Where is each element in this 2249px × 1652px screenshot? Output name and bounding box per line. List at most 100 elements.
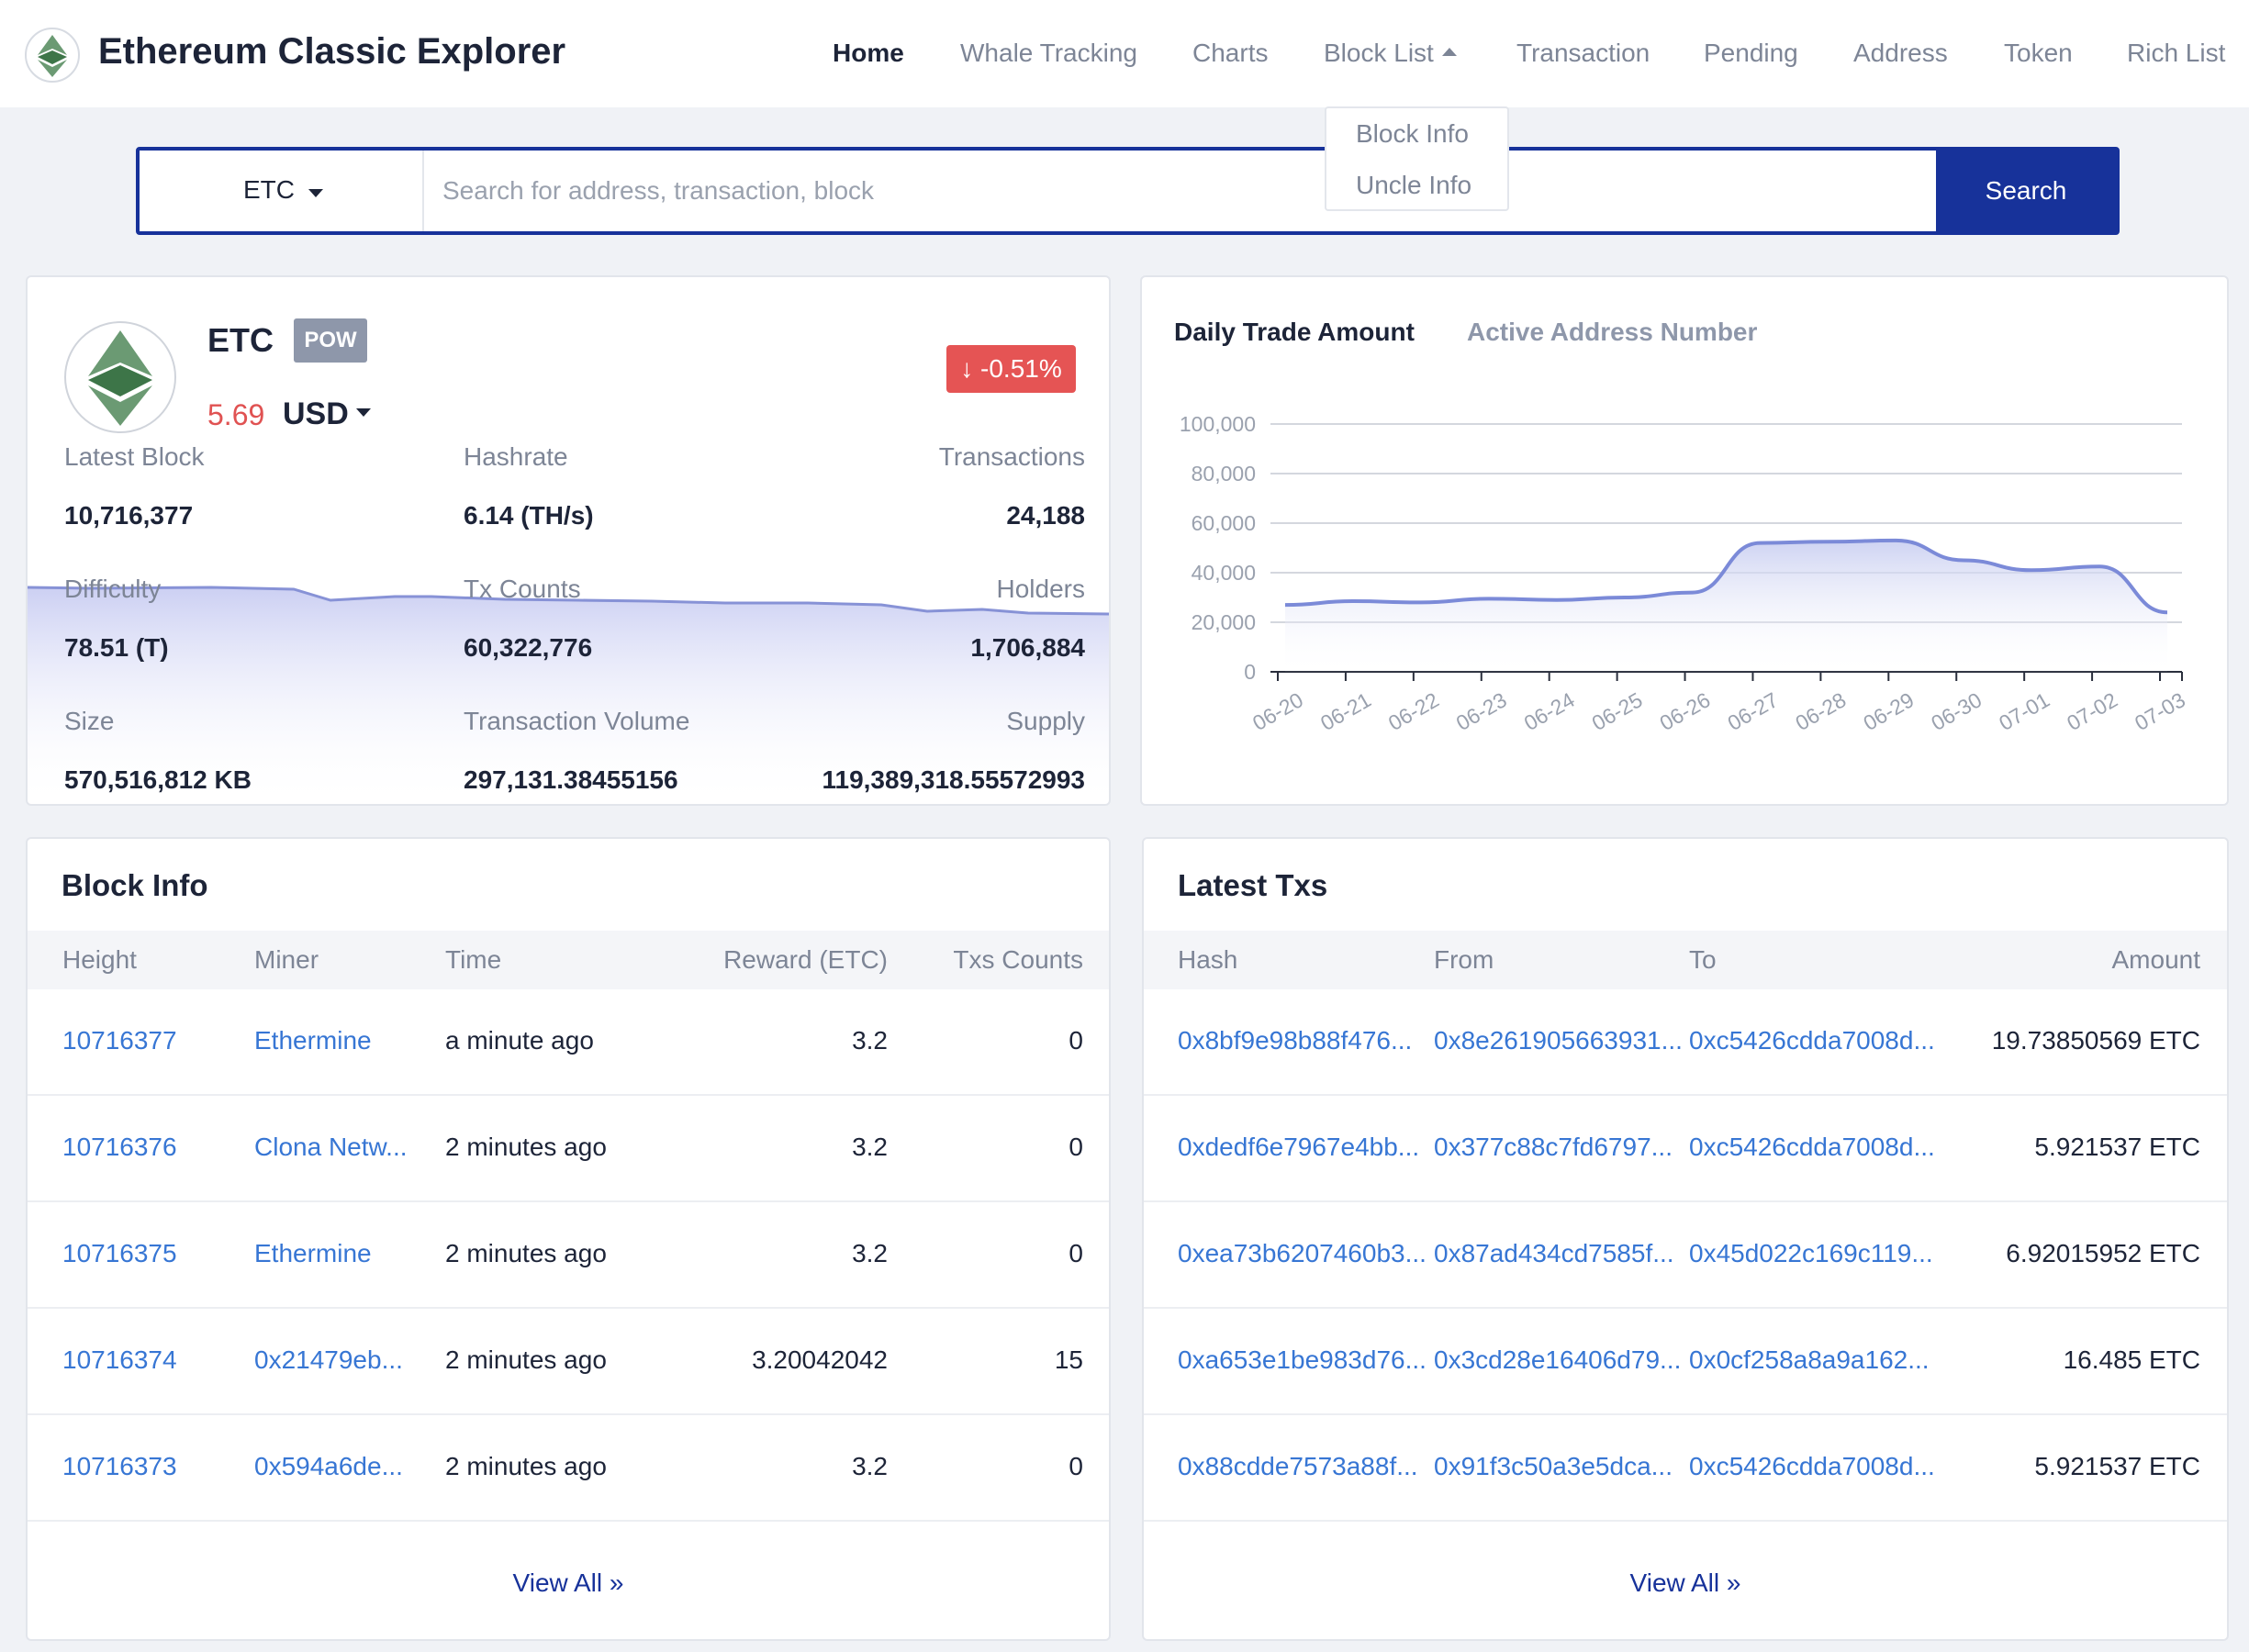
blocks-view-all-link[interactable]: View All »	[28, 1568, 1109, 1598]
coin-select[interactable]: ETC	[140, 151, 424, 231]
block-txs-count: 0	[1069, 1239, 1083, 1267]
chevron-down-icon	[308, 189, 323, 197]
nav-pending[interactable]: Pending	[1704, 39, 1798, 67]
coin-price: 5.69	[207, 398, 265, 431]
tx-hash-link[interactable]: 0xa653e1be983d76...	[1178, 1345, 1427, 1374]
nav-transaction[interactable]: Transaction	[1516, 39, 1650, 67]
tx-counts-value: 60,322,776	[464, 633, 593, 662]
block-time: a minute ago	[445, 1026, 594, 1055]
currency-label: USD	[283, 396, 349, 431]
double-chevron-right-icon: »	[1726, 1568, 1741, 1597]
size-label: Size	[64, 707, 115, 735]
nav-rich-list[interactable]: Rich List	[2127, 39, 2226, 67]
x-tick-label: 06-20	[1248, 687, 1307, 735]
series-line	[1284, 538, 2168, 615]
supply-value: 119,389,318.55572993	[822, 765, 1085, 794]
difficulty-wave-chart	[28, 586, 1109, 804]
etc-logo-icon[interactable]	[25, 28, 80, 83]
tx-from-link[interactable]: 0x377c88c7fd6797...	[1434, 1133, 1673, 1161]
dropdown-uncle-info[interactable]: Uncle Info	[1356, 171, 1472, 199]
nav-block-list[interactable]: Block List	[1324, 39, 1457, 75]
miner-link[interactable]: Clona Netw...	[254, 1133, 408, 1161]
miner-link[interactable]: Ethermine	[254, 1239, 372, 1267]
miner-link[interactable]: 0x21479eb...	[254, 1345, 403, 1374]
hashrate-label: Hashrate	[464, 442, 568, 471]
tx-hash-link[interactable]: 0xea73b6207460b3...	[1178, 1239, 1427, 1267]
block-reward: 3.2	[852, 1452, 888, 1480]
tx-from-link[interactable]: 0x91f3c50a3e5dca...	[1434, 1452, 1673, 1480]
overview-card: ETC POW 5.69 USD ↓ -0.51% Latest Block 1…	[26, 275, 1111, 806]
holders-label: Holders	[996, 575, 1085, 603]
brand-title[interactable]: Ethereum Classic Explorer	[98, 31, 566, 72]
nav-home[interactable]: Home	[833, 39, 904, 67]
block-list-dropdown: Block Info Uncle Info	[1325, 106, 1509, 211]
table-row: 10716374 0x21479eb... 2 minutes ago 3.20…	[28, 1309, 1109, 1415]
tx-volume-value: 297,131.38455156	[464, 765, 678, 794]
miner-link[interactable]: Ethermine	[254, 1026, 372, 1055]
tx-amount: 5.921537 ETC	[2034, 1452, 2200, 1480]
x-tick-label: 06-27	[1723, 687, 1782, 735]
y-tick-label: 80,000	[1192, 462, 1256, 486]
table-row: 0x88cdde7573a88f... 0x91f3c50a3e5dca... …	[1144, 1415, 2227, 1522]
nav-charts[interactable]: Charts	[1192, 39, 1269, 67]
tx-from-link[interactable]: 0x8e261905663931...	[1434, 1026, 1683, 1055]
block-height-link[interactable]: 10716374	[62, 1345, 177, 1374]
search-button[interactable]: Search	[1936, 151, 2116, 231]
etc-coin-icon	[64, 321, 176, 433]
block-height-link[interactable]: 10716376	[62, 1133, 177, 1161]
th-to: To	[1689, 945, 1717, 974]
tx-to-link[interactable]: 0x0cf258a8a9a162...	[1689, 1345, 1930, 1374]
nav-address[interactable]: Address	[1853, 39, 1948, 67]
dropdown-block-info[interactable]: Block Info	[1356, 119, 1469, 148]
th-reward: Reward (ETC)	[723, 945, 888, 974]
block-reward: 3.2	[852, 1026, 888, 1055]
nav-whale-tracking[interactable]: Whale Tracking	[960, 39, 1137, 67]
tx-to-link[interactable]: 0xc5426cdda7008d...	[1689, 1026, 1935, 1055]
x-tick-label: 06-23	[1452, 687, 1511, 735]
currency-select[interactable]: USD	[283, 396, 371, 432]
block-reward: 3.20042042	[752, 1345, 888, 1374]
table-row: 0xa653e1be983d76... 0x3cd28e16406d79... …	[1144, 1309, 2227, 1415]
block-height-link[interactable]: 10716373	[62, 1452, 177, 1480]
tab-daily-trade-amount[interactable]: Daily Trade Amount	[1174, 318, 1415, 346]
th-from: From	[1434, 945, 1494, 974]
x-tick-label: 06-21	[1316, 687, 1375, 735]
block-time: 2 minutes ago	[445, 1133, 607, 1161]
x-tick-label: 07-03	[2131, 687, 2189, 735]
x-tick-label: 06-22	[1384, 687, 1443, 735]
top-header: Ethereum Classic Explorer Home Whale Tra…	[0, 0, 2249, 107]
x-tick-label: 06-29	[1859, 687, 1918, 735]
txs-view-all-link[interactable]: View All »	[1144, 1568, 2227, 1598]
tx-to-link[interactable]: 0xc5426cdda7008d...	[1689, 1133, 1935, 1161]
price-change-value: -0.51%	[980, 354, 1062, 383]
block-height-link[interactable]: 10716377	[62, 1026, 177, 1055]
tab-active-address-number[interactable]: Active Address Number	[1467, 318, 1758, 346]
tx-amount: 6.92015952 ETC	[2006, 1239, 2200, 1267]
x-tick-label: 06-28	[1791, 687, 1850, 735]
block-info-card: Block Info Height Miner Time Reward (ETC…	[26, 837, 1111, 1641]
block-table-header	[28, 931, 1109, 989]
miner-link[interactable]: 0x594a6de...	[254, 1452, 403, 1480]
y-tick-label: 60,000	[1192, 511, 1256, 535]
tx-hash-link[interactable]: 0xdedf6e7967e4bb...	[1178, 1133, 1420, 1161]
arrow-down-icon: ↓	[960, 354, 981, 383]
th-amount: Amount	[2111, 945, 2201, 974]
tx-to-link[interactable]: 0x45d022c169c119...	[1689, 1239, 1933, 1267]
latest-txs-title: Latest Txs	[1178, 868, 1328, 902]
tx-from-link[interactable]: 0x87ad434cd7585f...	[1434, 1239, 1674, 1267]
tx-to-link[interactable]: 0xc5426cdda7008d...	[1689, 1452, 1935, 1480]
tx-from-link[interactable]: 0x3cd28e16406d79...	[1434, 1345, 1682, 1374]
tx-hash-link[interactable]: 0x8bf9e98b88f476...	[1178, 1026, 1413, 1055]
latest-block-value[interactable]: 10,716,377	[64, 501, 194, 530]
block-height-link[interactable]: 10716375	[62, 1239, 177, 1267]
nav-token[interactable]: Token	[2004, 39, 2073, 67]
y-tick-label: 100,000	[1180, 412, 1256, 436]
th-hash: Hash	[1178, 945, 1238, 974]
table-row: 10716376 Clona Netw... 2 minutes ago 3.2…	[28, 1096, 1109, 1202]
latest-txs-card: Latest Txs Hash From To Amount 0x8bf9e98…	[1142, 837, 2229, 1641]
table-row: 0xdedf6e7967e4bb... 0x377c88c7fd6797... …	[1144, 1096, 2227, 1202]
nav-block-list-label: Block List	[1324, 39, 1434, 67]
tx-hash-link[interactable]: 0x88cdde7573a88f...	[1178, 1452, 1418, 1480]
block-time: 2 minutes ago	[445, 1345, 607, 1374]
